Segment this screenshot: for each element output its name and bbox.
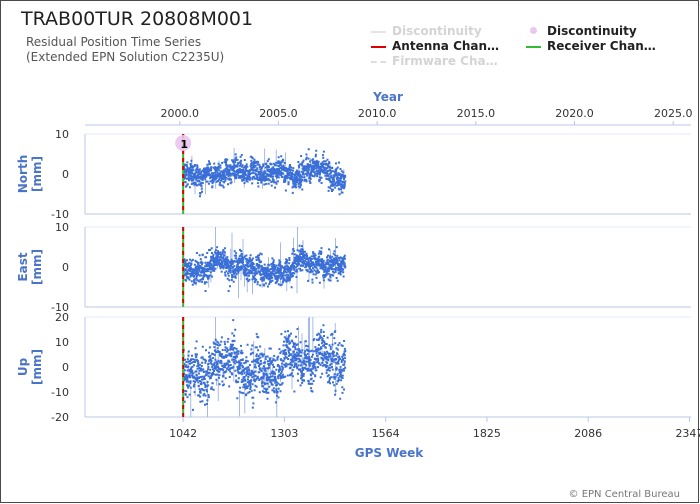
y-tick-label: -10 (51, 208, 69, 221)
legend-dot-swatch (530, 27, 537, 34)
discontinuity-marker (175, 135, 192, 151)
y-tick-label: -10 (51, 301, 69, 314)
y-tick-label: 0 (62, 261, 69, 274)
y-axis-title: Up[mm] (16, 349, 44, 385)
legend-line-swatch (526, 46, 541, 48)
data-series (182, 319, 347, 411)
data-points (182, 148, 347, 214)
data-points (182, 317, 347, 417)
data-series (182, 244, 347, 292)
legend-label: Discontinuity (547, 24, 637, 38)
y-tick-label: 0 (62, 361, 69, 374)
panel-north: -10 0 10 North[mm] 1 (16, 128, 691, 221)
chart-subtitle-line2: (Extended EPN Solution C2235U) (26, 50, 225, 64)
legend-label: Discontinuity (392, 24, 482, 38)
data-series (182, 148, 347, 198)
year-tick-label: 2005.0 (259, 107, 298, 120)
y-axis-title: East[mm] (16, 249, 44, 285)
y-tick-label: 10 (55, 221, 69, 234)
week-tick-label: 2086 (574, 427, 602, 440)
y-tick-label: 20 (55, 311, 69, 324)
year-tick-label: 2025.0 (654, 107, 693, 120)
chart-subtitle-line1: Residual Position Time Series (26, 35, 202, 49)
y-tick-label: 10 (55, 336, 69, 349)
legend-label: Firmware Cha… (392, 54, 498, 68)
legend-line-swatch (371, 46, 386, 48)
copyright-notice: © EPN Central Bureau (568, 489, 680, 500)
year-tick-label: 2015.0 (457, 107, 496, 120)
panel-up: -20 -10 0 10 20 Up[mm] (16, 311, 691, 424)
week-axis-title: GPS Week (355, 446, 425, 460)
y-tick-label: 10 (55, 128, 69, 141)
week-tick-label: 1564 (372, 427, 400, 440)
week-tick-label: 1825 (473, 427, 501, 440)
y-tick-label: 0 (62, 168, 69, 181)
data-points (182, 227, 347, 299)
week-tick-label: 2347 (675, 427, 700, 440)
y-tick-label: -10 (51, 386, 69, 399)
y-tick-label: -20 (51, 411, 69, 424)
year-tick-label: 2010.0 (358, 107, 397, 120)
week-tick-label: 1042 (169, 427, 197, 440)
year-tick-label: 2020.0 (555, 107, 594, 120)
chart-title: TRAB00TUR 20808M001 (21, 8, 254, 30)
panel-east: -10 0 10 East[mm] (16, 221, 691, 314)
year-axis-title: Year (372, 90, 403, 104)
error-spikes (183, 148, 345, 214)
week-tick-label: 1303 (270, 427, 298, 440)
discontinuity-label: 1 (180, 138, 188, 151)
y-axis-title: North[mm] (16, 155, 44, 193)
legend-label: Antenna Chan… (392, 39, 500, 53)
legend-label: Receiver Chan… (547, 39, 656, 53)
legend-line-swatch (371, 31, 386, 33)
legend-dashed-swatch (371, 61, 386, 63)
year-tick-label: 2000.0 (160, 107, 199, 120)
